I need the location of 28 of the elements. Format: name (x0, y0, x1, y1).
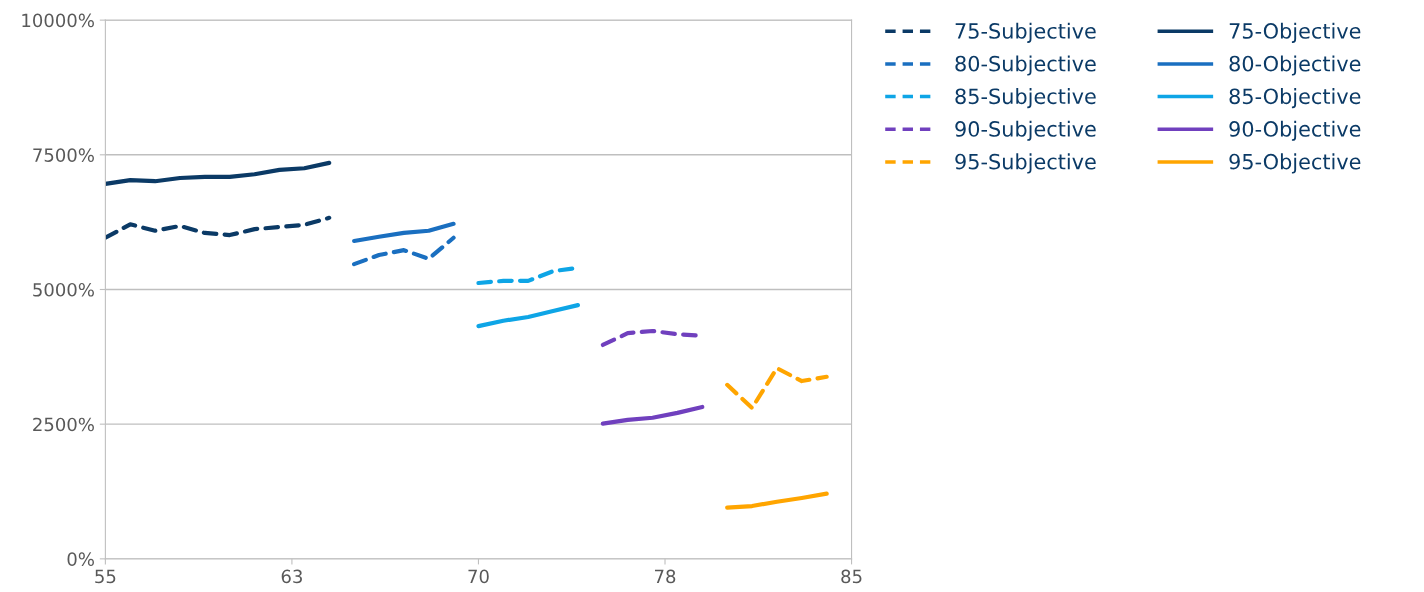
line-series (352, 235, 456, 267)
line-series (725, 491, 829, 510)
line-series (105, 160, 332, 186)
legend-label: 95-Objective (1229, 153, 1361, 174)
x-tick-label: 85 (841, 569, 862, 584)
legend-label: 90-Objective (1229, 120, 1361, 141)
legend-label: 85-Subjective (955, 88, 1096, 109)
y-tick-label: 10000% (22, 13, 94, 28)
x-tick-label: 70 (468, 569, 489, 584)
legend-label: 85-Objective (1229, 88, 1361, 109)
line-series (352, 221, 456, 244)
y-tick-label: 5000% (33, 282, 94, 297)
y-tick-label: 2500% (33, 417, 94, 432)
legend-label: 80-Subjective (955, 55, 1096, 76)
legend-label: 75-Subjective (955, 22, 1096, 43)
legend-label: 95-Subjective (955, 153, 1096, 174)
line-series (476, 303, 581, 329)
line-series (600, 404, 705, 426)
y-tick-label: 0% (67, 552, 94, 566)
legend-label: 75-Objective (1229, 22, 1361, 43)
line-series (105, 215, 332, 240)
x-tick-label: 78 (655, 569, 676, 584)
y-tick-label: 7500% (33, 148, 94, 162)
legend-label: 80-Objective (1229, 55, 1361, 76)
line-series (725, 366, 829, 411)
legend-label: 90-Subjective (955, 120, 1096, 141)
x-tick-label: 63 (281, 569, 302, 584)
x-tick-label: 55 (95, 569, 116, 584)
